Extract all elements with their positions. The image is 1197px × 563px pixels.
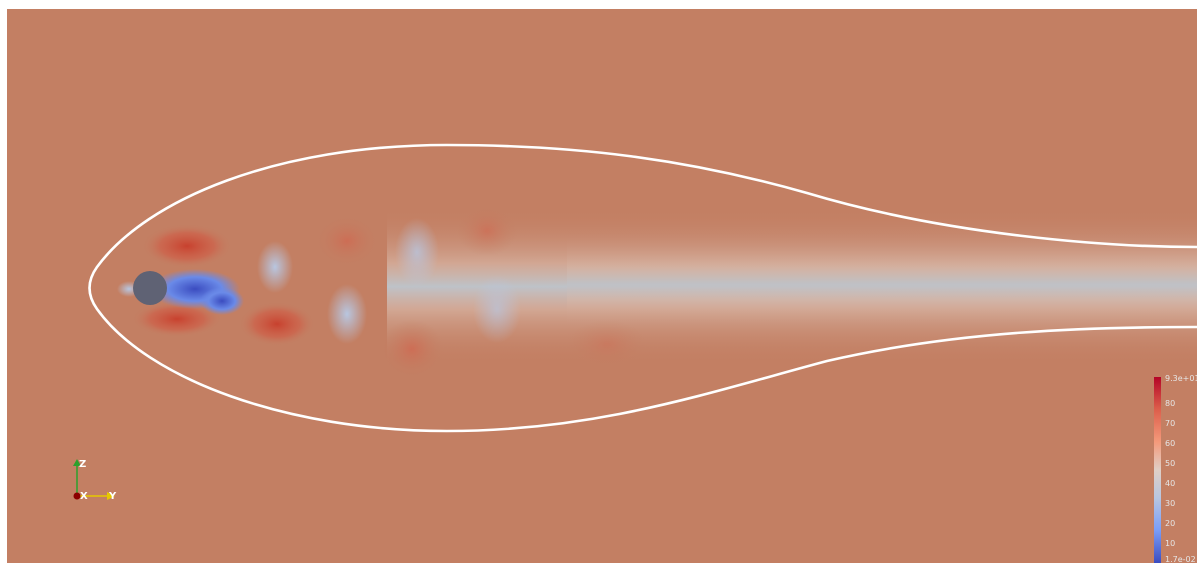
render-viewport[interactable]: 9.3e+01 80 70 60 50 40 30 20 10 1.7e-02 … bbox=[7, 9, 1197, 563]
vortex-upper-red bbox=[142, 224, 232, 268]
vortex-red-4 bbox=[380, 319, 444, 379]
colorbar-tick: 50 bbox=[1165, 459, 1175, 468]
y-axis-label: Y bbox=[108, 491, 117, 502]
colorbar-tick: 70 bbox=[1165, 419, 1175, 428]
colorbar-tick: 10 bbox=[1165, 539, 1175, 548]
wake-core bbox=[567, 229, 1197, 339]
y-axis-arrow bbox=[107, 492, 115, 500]
field-render: 9.3e+01 80 70 60 50 40 30 20 10 1.7e-02 … bbox=[7, 9, 1197, 563]
vortex-lower-red bbox=[132, 301, 222, 337]
x-axis-marker bbox=[73, 492, 81, 500]
vortex-blue-2 bbox=[327, 284, 367, 344]
vortex-red-2 bbox=[239, 302, 315, 346]
colorbar-tick: 30 bbox=[1165, 499, 1175, 508]
vortex-blue-4 bbox=[473, 275, 521, 343]
vortex-blue-1 bbox=[257, 241, 293, 293]
vortex-red-6 bbox=[567, 320, 647, 368]
vortex-red-5 bbox=[457, 206, 517, 256]
colorbar-ticks: 80 70 60 50 40 30 20 10 bbox=[1165, 399, 1175, 548]
vortex-red-3 bbox=[315, 215, 379, 267]
cylinder bbox=[133, 271, 167, 305]
z-axis-arrow bbox=[73, 459, 81, 466]
colorbar-tick: 60 bbox=[1165, 439, 1175, 448]
vortex-blue-3 bbox=[395, 218, 439, 286]
orientation-axes: Z X Y bbox=[73, 459, 117, 502]
colorbar-gradient bbox=[1154, 377, 1161, 563]
colorbar-max-label: 9.3e+01 bbox=[1165, 374, 1197, 383]
contour-line bbox=[88, 143, 1197, 433]
recirculation-tail bbox=[200, 287, 244, 315]
colorbar-tick: 40 bbox=[1165, 479, 1175, 488]
colorbar-tick: 80 bbox=[1165, 399, 1175, 408]
colorbar-min-label: 1.7e-02 bbox=[1165, 555, 1196, 563]
x-axis-label: X bbox=[80, 491, 88, 502]
colorbar-tick: 20 bbox=[1165, 519, 1175, 528]
color-legend: 9.3e+01 80 70 60 50 40 30 20 10 1.7e-02 bbox=[1154, 374, 1197, 563]
z-axis-label: Z bbox=[79, 459, 86, 470]
